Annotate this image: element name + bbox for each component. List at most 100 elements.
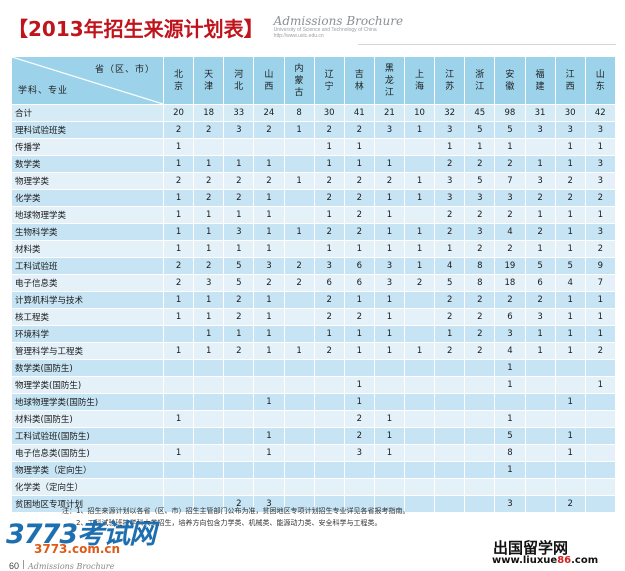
table-cell: 3 — [373, 274, 406, 292]
table-cell: 1 — [223, 155, 255, 173]
table-cell — [524, 376, 556, 394]
footer-brochure: Admissions Brochure — [28, 562, 115, 571]
table-cell: 2 — [253, 274, 285, 292]
table-cell: 3 — [373, 121, 406, 139]
table-cell: 3 — [343, 444, 375, 462]
table-cell: 1 — [524, 206, 556, 224]
table-row: 环境科学 1 1 1 1 1 1 1 2 3 1 1 1 — [11, 325, 616, 343]
table-row: 传播学 1 1 1 1 1 1 1 1 — [11, 138, 616, 156]
table-cell — [162, 359, 195, 377]
province-header: 江苏 — [434, 56, 466, 105]
table-cell: 2 — [464, 342, 496, 360]
table-cell — [464, 427, 496, 445]
table-cell — [313, 461, 345, 479]
table-cell: 1 — [313, 325, 345, 343]
table-cell — [313, 478, 345, 496]
table-cell: 1 — [313, 206, 345, 224]
table-cell: 1 — [162, 206, 195, 224]
table-cell — [584, 444, 616, 462]
table-cell — [343, 461, 375, 479]
table-cell — [584, 393, 616, 411]
table-cell: 2 — [313, 121, 345, 139]
table-cell: 9 — [584, 257, 616, 275]
table-cell — [464, 444, 496, 462]
province-char: 东 — [595, 81, 605, 92]
province-char: 山 — [264, 69, 274, 80]
table-cell: 6 — [343, 257, 375, 275]
table-cell — [313, 359, 345, 377]
table-cell: 1 — [162, 240, 195, 258]
table-cell — [253, 376, 285, 394]
table-cell — [403, 291, 436, 309]
table-cell: 1 — [223, 206, 255, 224]
table-cell: 2 — [343, 223, 375, 241]
row-label: 材料类(国防生) — [11, 410, 164, 428]
table-cell: 1 — [403, 257, 436, 275]
table-cell: 3 — [494, 495, 526, 513]
table-cell — [162, 325, 195, 343]
table-cell: 1 — [253, 342, 285, 360]
table-cell: 1 — [403, 240, 436, 258]
corner-diagonal-line — [12, 57, 163, 104]
table-cell: 1 — [584, 308, 616, 326]
table-cell — [313, 444, 345, 462]
table-cell: 1 — [524, 240, 556, 258]
table-cell: 1 — [253, 291, 285, 309]
table-cell: 1 — [313, 240, 345, 258]
table-cell: 1 — [403, 172, 436, 190]
corner-province-label: 省（区、市） — [94, 65, 155, 75]
watermark-3773-logo: 3773考试网 — [6, 519, 156, 550]
table-cell: 6 — [313, 274, 345, 292]
table-cell: 5 — [223, 257, 255, 275]
province-char: 天 — [204, 69, 214, 80]
table-cell: 1 — [162, 342, 195, 360]
table-cell: 1 — [554, 138, 586, 156]
province-char: 福 — [535, 69, 545, 80]
table-cell: 7 — [494, 172, 526, 190]
table-cell — [524, 410, 556, 428]
row-label: 数学类 — [11, 155, 164, 173]
table-row: 数学类(国防生) 1 — [11, 359, 616, 377]
table-cell: 5 — [434, 274, 466, 292]
table-cell — [403, 325, 436, 343]
table-cell — [403, 478, 436, 496]
table-cell: 1 — [313, 155, 345, 173]
table-cell: 1 — [162, 444, 195, 462]
page-number: 60 — [9, 561, 20, 571]
table-cell: 1 — [373, 427, 406, 445]
province-char: 吉 — [354, 69, 364, 80]
table-cell: 2 — [193, 189, 225, 207]
table-cell: 1 — [554, 342, 586, 360]
province-char: 河 — [234, 69, 244, 80]
province-header: 福建 — [524, 56, 556, 105]
table-body: 合计 20 18 33 24 8 30 41 21 10 32 45 98 31 30 42 理科试验班类 2 2 3… — [11, 104, 616, 513]
table-cell: 3 — [434, 172, 466, 190]
province-char: 林 — [354, 81, 364, 92]
table-cell: 24 — [253, 104, 285, 122]
table-row: 工科试验班(国防生) 1 2 1 5 1 — [11, 427, 616, 445]
table-row-total: 合计 20 18 33 24 8 30 41 21 10 32 45 98 31 30 42 — [11, 104, 616, 122]
table-cell — [554, 376, 586, 394]
table-cell — [283, 461, 315, 479]
table-cell: 1 — [343, 155, 375, 173]
table-cell — [464, 461, 496, 479]
table-cell — [283, 376, 315, 394]
table-cell: 2 — [464, 325, 496, 343]
table-cell: 5 — [554, 257, 586, 275]
table-cell — [223, 410, 255, 428]
table-row: 物理学类 2 2 2 2 1 2 2 2 1 3 5 7 3 2 3 — [11, 172, 616, 190]
table-cell — [584, 359, 616, 377]
table-cell: 20 — [162, 104, 195, 122]
table-row: 化学类 1 2 2 1 2 2 1 1 3 3 3 2 2 2 — [11, 189, 616, 207]
table-cell: 3 — [373, 257, 406, 275]
table-cell: 8 — [464, 274, 496, 292]
table-cell — [193, 359, 225, 377]
table-cell: 5 — [524, 257, 556, 275]
table-cell — [283, 206, 315, 224]
table-cell: 2 — [253, 121, 285, 139]
province-char: 徽 — [505, 81, 515, 92]
table-cell — [403, 376, 436, 394]
table-cell: 1 — [253, 444, 285, 462]
table-row: 物理学类（定向生） 1 — [11, 461, 616, 479]
table-cell — [373, 461, 406, 479]
